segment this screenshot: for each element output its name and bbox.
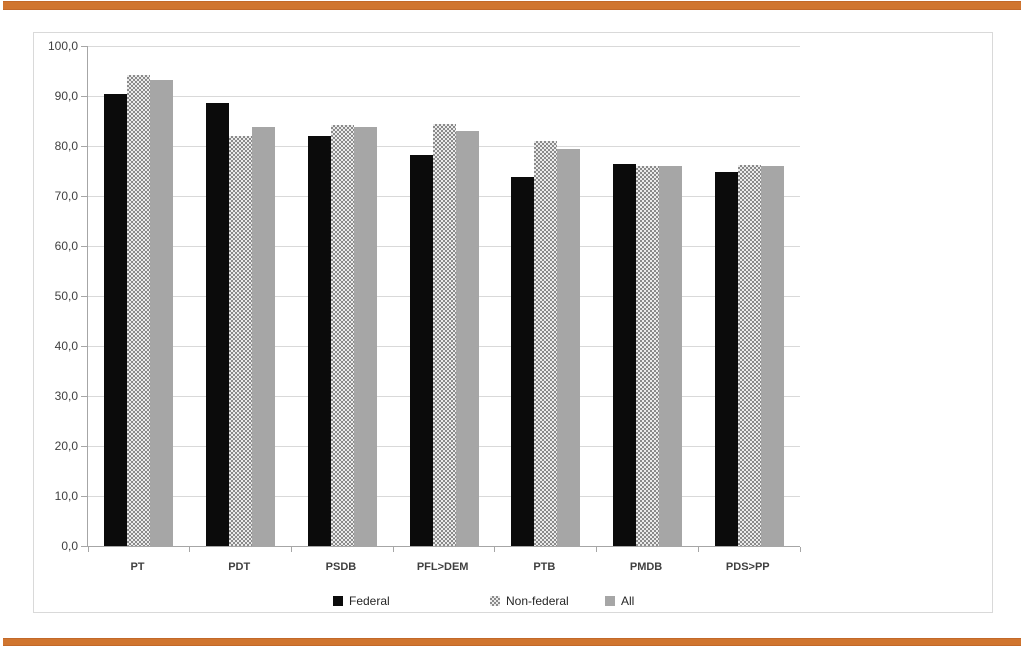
x-axis-tick-2 xyxy=(290,547,292,552)
x-axis-tick-3 xyxy=(392,547,394,552)
gridline-100 xyxy=(88,45,800,47)
y-axis-tick-80 xyxy=(81,145,87,147)
bar-non-federal-ptb xyxy=(534,141,558,546)
plot-area xyxy=(81,45,801,552)
y-axis-label-30: 30,0 xyxy=(54,389,78,403)
gridline-90 xyxy=(88,95,800,97)
bar-non-federal-pds>pp xyxy=(737,164,761,546)
y-axis-label-70: 70,0 xyxy=(54,189,78,203)
y-axis-tick-50 xyxy=(81,295,87,297)
y-axis-tick-20 xyxy=(81,445,87,447)
x-axis-label-pds>pp: PDS>PP xyxy=(725,561,770,573)
bar-federal-pfl>dem xyxy=(409,155,433,546)
y-axis-tick-40 xyxy=(81,345,87,347)
bar-all-pds>pp xyxy=(760,166,784,546)
bar-all-pdt xyxy=(252,126,276,546)
x-axis-label-pt: PT xyxy=(130,561,145,573)
y-axis-label-80: 80,0 xyxy=(54,139,78,153)
x-axis-tick-1 xyxy=(189,547,191,552)
x-axis-label-ptb: PTB xyxy=(533,561,556,573)
x-axis-tick-5 xyxy=(596,547,598,552)
bar-all-pfl>dem xyxy=(455,130,479,546)
y-axis-label-50: 50,0 xyxy=(54,289,78,303)
legend-swatch-all-icon xyxy=(605,596,615,606)
bottom-accent-bar xyxy=(3,638,1021,646)
legend-item-non-federal: Non-federal xyxy=(490,593,569,609)
bar-federal-pt xyxy=(104,93,128,546)
chart-container: 0,0 10,0 20,0 30,0 40,0 50,0 60,0 70,0 80,0 90,0 1… xyxy=(33,32,993,613)
bar-federal-pds>pp xyxy=(714,172,738,546)
x-axis-tick-4 xyxy=(494,547,496,552)
x-axis-label-pdt: PDT xyxy=(228,561,251,573)
top-accent-bar xyxy=(3,1,1021,10)
x-axis-label-psdb: PSDB xyxy=(325,561,357,573)
bar-all-ptb xyxy=(557,149,581,546)
bar-all-psdb xyxy=(353,127,377,546)
bar-non-federal-psdb xyxy=(330,124,354,546)
bar-non-federal-pfl>dem xyxy=(432,124,456,546)
bar-federal-pdt xyxy=(206,103,230,546)
x-axis-tick-0 xyxy=(87,547,89,552)
legend-swatch-non-federal-icon xyxy=(490,596,500,606)
legend-item-all: All xyxy=(605,593,634,609)
y-axis-label-60: 60,0 xyxy=(54,239,78,253)
y-axis-label-90: 90,0 xyxy=(54,89,78,103)
y-axis-tick-30 xyxy=(81,395,87,397)
x-axis-label-pmdb: PMDB xyxy=(629,561,663,573)
legend-swatch-federal-icon xyxy=(333,596,343,606)
legend-label-non-federal: Non-federal xyxy=(506,594,569,608)
bar-federal-ptb xyxy=(511,177,535,546)
y-axis-label-40: 40,0 xyxy=(54,339,78,353)
y-axis-tick-90 xyxy=(81,95,87,97)
bar-non-federal-pt xyxy=(127,74,151,546)
y-axis-tick-60 xyxy=(81,245,87,247)
bar-all-pmdb xyxy=(658,165,682,546)
y-axis-label-0: 0,0 xyxy=(61,539,78,553)
legend-item-federal: Federal xyxy=(333,593,390,609)
x-axis-label-pfl>dem: PFL>DEM xyxy=(416,561,469,573)
x-axis-tick-6 xyxy=(697,547,699,552)
legend-label-all: All xyxy=(621,594,635,608)
y-axis-label-20: 20,0 xyxy=(54,439,78,453)
y-axis-tick-10 xyxy=(81,495,87,497)
x-axis-tick-7 xyxy=(799,547,801,552)
y-axis-tick-0 xyxy=(81,545,87,547)
bar-all-pt xyxy=(150,80,174,546)
y-axis-tick-70 xyxy=(81,195,87,197)
legend-label-federal: Federal xyxy=(349,594,390,608)
y-axis-label-10: 10,0 xyxy=(54,489,78,503)
y-axis-tick-100 xyxy=(81,45,87,47)
y-axis-label-100: 100,0 xyxy=(47,39,78,53)
bar-non-federal-pmdb xyxy=(635,166,659,546)
bar-federal-psdb xyxy=(307,136,331,546)
bar-federal-pmdb xyxy=(612,164,636,546)
bar-non-federal-pdt xyxy=(229,136,253,546)
